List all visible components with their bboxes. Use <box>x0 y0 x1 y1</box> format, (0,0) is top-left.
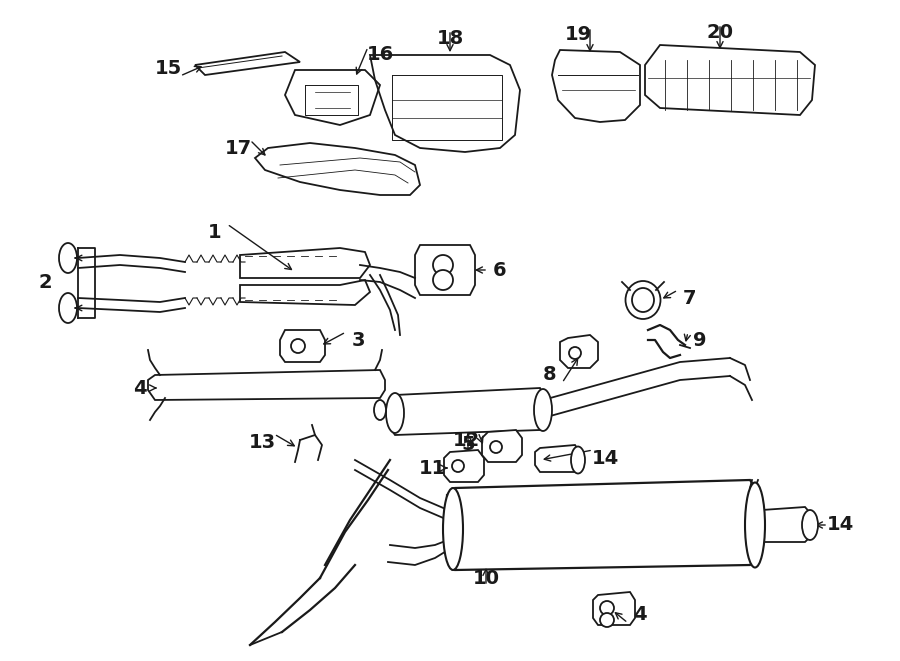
Polygon shape <box>447 480 758 570</box>
Text: 5: 5 <box>461 436 475 455</box>
Text: 7: 7 <box>683 288 697 307</box>
Circle shape <box>490 441 502 453</box>
Text: 4: 4 <box>634 605 647 625</box>
Text: 4: 4 <box>133 379 147 397</box>
Text: 13: 13 <box>248 432 275 451</box>
Polygon shape <box>240 280 370 305</box>
Text: 3: 3 <box>351 330 364 350</box>
Ellipse shape <box>59 293 77 323</box>
Ellipse shape <box>443 488 463 570</box>
Polygon shape <box>415 245 475 295</box>
Text: 1: 1 <box>208 223 221 241</box>
Text: 20: 20 <box>706 22 733 42</box>
Text: 9: 9 <box>693 330 706 350</box>
Text: 14: 14 <box>826 516 853 535</box>
Text: 17: 17 <box>224 139 252 157</box>
Text: 16: 16 <box>366 46 393 65</box>
Text: 14: 14 <box>591 449 618 467</box>
Circle shape <box>433 255 453 275</box>
Ellipse shape <box>374 400 386 420</box>
Ellipse shape <box>571 446 585 473</box>
Text: 12: 12 <box>453 430 480 449</box>
Polygon shape <box>148 370 385 400</box>
Polygon shape <box>240 248 370 278</box>
Ellipse shape <box>626 281 661 319</box>
Circle shape <box>600 613 614 627</box>
Text: 6: 6 <box>493 260 507 280</box>
Ellipse shape <box>745 483 765 568</box>
Ellipse shape <box>534 389 552 431</box>
Text: 10: 10 <box>472 568 500 588</box>
Ellipse shape <box>386 393 404 433</box>
Text: 15: 15 <box>155 59 182 77</box>
Circle shape <box>569 347 581 359</box>
Circle shape <box>452 460 464 472</box>
Circle shape <box>291 339 305 353</box>
Text: 18: 18 <box>436 28 464 48</box>
Ellipse shape <box>59 243 77 273</box>
Polygon shape <box>482 430 522 462</box>
Text: 2: 2 <box>38 274 52 293</box>
Polygon shape <box>280 330 325 362</box>
Polygon shape <box>535 445 580 472</box>
Text: 8: 8 <box>544 366 557 385</box>
Text: 19: 19 <box>564 26 591 44</box>
Ellipse shape <box>802 510 818 540</box>
Polygon shape <box>593 592 635 625</box>
Polygon shape <box>560 335 598 368</box>
Polygon shape <box>388 388 545 435</box>
Ellipse shape <box>632 288 654 312</box>
Circle shape <box>600 601 614 615</box>
Polygon shape <box>756 507 812 542</box>
Polygon shape <box>444 450 484 482</box>
Circle shape <box>433 270 453 290</box>
Text: 11: 11 <box>418 459 446 477</box>
